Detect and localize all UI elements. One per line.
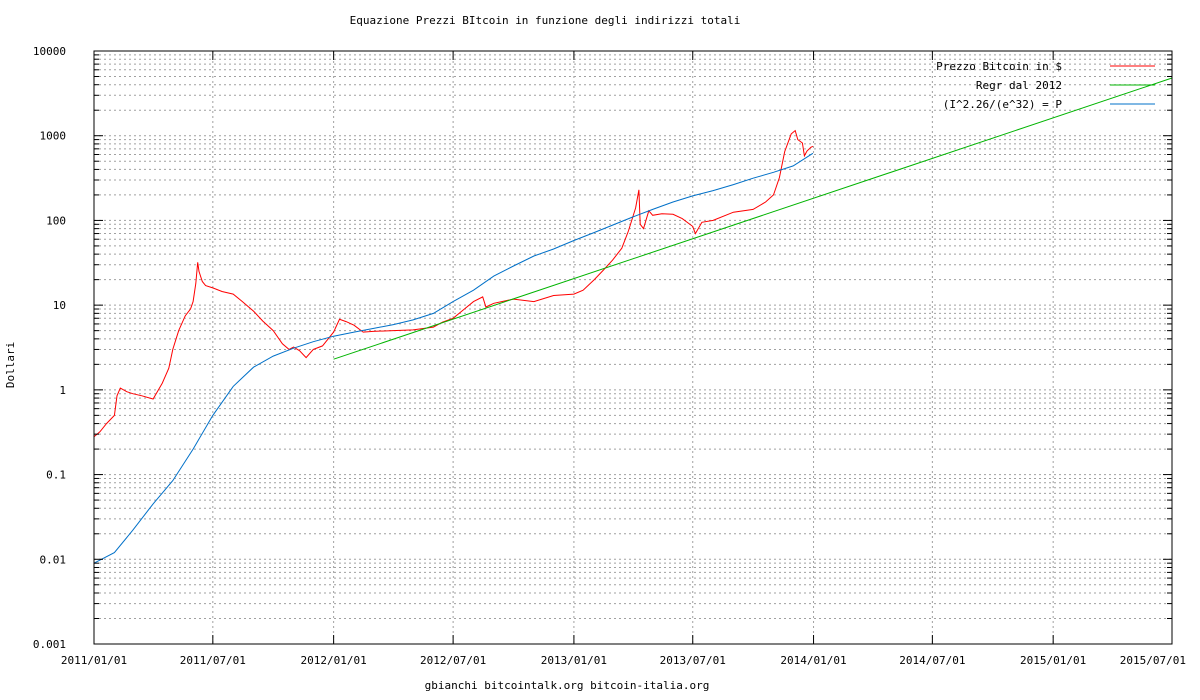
y-tick-label: 10 bbox=[53, 299, 66, 312]
grid-lines bbox=[94, 51, 1172, 644]
y-axis-label: Dollari bbox=[4, 342, 17, 388]
y-tick-label: 100 bbox=[46, 214, 66, 227]
y-tick-label: 0.01 bbox=[40, 553, 67, 566]
y-tick-label: 1 bbox=[59, 384, 66, 397]
x-tick-label: 2013/01/01 bbox=[541, 654, 607, 667]
axes: 0.001 0.01 0.1 1 10 100 1000 10000 2011/01/01 201… bbox=[33, 45, 1186, 667]
legend-label: Prezzo Bitcoin in $ bbox=[936, 60, 1062, 73]
y-tick-label: 0.1 bbox=[46, 469, 66, 482]
x-tick-label: 2015/01/01 bbox=[1020, 654, 1086, 667]
y-tick-label: 1000 bbox=[40, 130, 67, 143]
chart-footer: gbianchi bitcointalk.org bitcoin-italia.… bbox=[425, 679, 710, 692]
series-line-2 bbox=[93, 152, 814, 564]
legend-label: Regr dal 2012 bbox=[976, 79, 1062, 92]
x-tick-label: 2012/07/01 bbox=[420, 654, 486, 667]
x-tick-label: 2014/01/01 bbox=[780, 654, 846, 667]
x-tick-label: 2012/01/01 bbox=[301, 654, 367, 667]
x-tick-label: 2015/07/01 bbox=[1120, 654, 1186, 667]
series-layer bbox=[93, 77, 1173, 564]
x-tick-label: 2013/07/01 bbox=[660, 654, 726, 667]
legend-label: (I^2.26/(e^32) = P bbox=[943, 98, 1063, 111]
chart-title: Equazione Prezzi BItcoin in funzione deg… bbox=[350, 14, 741, 27]
legend: Prezzo Bitcoin in $ Regr dal 2012 (I^2.26/… bbox=[936, 60, 1155, 111]
series-line-1 bbox=[333, 77, 1173, 360]
x-tick-label: 2011/07/01 bbox=[180, 654, 246, 667]
y-tick-label: 10000 bbox=[33, 45, 66, 58]
x-tick-label: 2014/07/01 bbox=[899, 654, 965, 667]
plot-frame bbox=[93, 50, 1173, 645]
y-tick-label: 0.001 bbox=[33, 638, 66, 651]
x-tick-label: 2011/01/01 bbox=[61, 654, 127, 667]
series-line-0 bbox=[93, 129, 814, 438]
